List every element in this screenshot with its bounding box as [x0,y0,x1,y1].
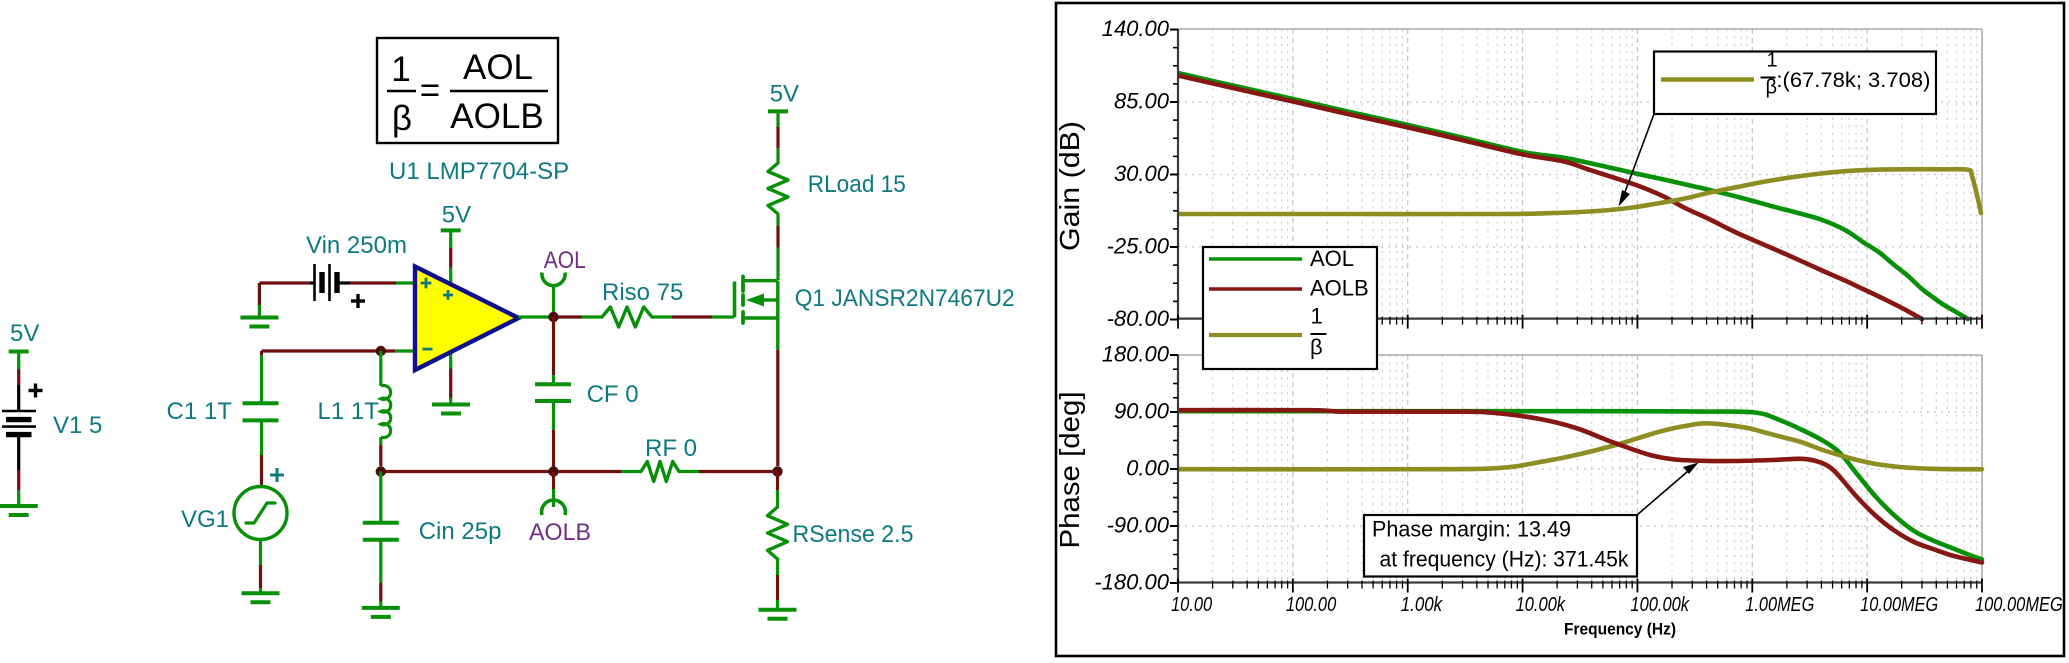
svg-text:Riso 75: Riso 75 [602,279,683,306]
svg-text:=: = [420,71,440,110]
svg-text:CF 0: CF 0 [587,381,639,408]
svg-text:100.00k: 100.00k [1630,594,1689,616]
svg-text:10.00: 10.00 [1171,594,1212,616]
svg-text:10.00k: 10.00k [1516,594,1566,616]
svg-text:AOL: AOL [544,247,586,274]
svg-text:5V: 5V [442,202,471,229]
svg-text:β: β [1766,77,1778,99]
svg-text:U1 LMP7704-SP: U1 LMP7704-SP [389,158,569,185]
svg-text:β: β [1310,335,1323,360]
svg-text:85.00: 85.00 [1114,89,1170,114]
svg-text:Q1 JANSR2N7467U2: Q1 JANSR2N7467U2 [795,285,1015,312]
svg-text:Phase margin: 13.49: Phase margin: 13.49 [1372,517,1571,542]
svg-text:AOL: AOL [1310,246,1354,271]
svg-text:RF 0: RF 0 [645,435,697,462]
svg-text:1: 1 [1767,50,1778,72]
svg-text::(67.78k; 3.708): :(67.78k; 3.708) [1776,69,1930,92]
svg-text:1.00k: 1.00k [1401,594,1443,616]
svg-text:Cin 25p: Cin 25p [419,518,502,545]
svg-text:RSense 2.5: RSense 2.5 [793,521,914,548]
svg-text:-180.00: -180.00 [1094,570,1169,595]
svg-text:140.00: 140.00 [1102,16,1170,41]
svg-text:30.00: 30.00 [1114,161,1170,186]
svg-text:-80.00: -80.00 [1107,306,1170,331]
svg-text:AOLB: AOLB [529,519,591,546]
svg-text:5V: 5V [10,320,39,347]
svg-text:Vin 250m: Vin 250m [306,232,407,259]
svg-text:-90.00: -90.00 [1107,513,1170,538]
svg-text:-25.00: -25.00 [1107,234,1170,259]
svg-text:β: β [392,99,412,138]
svg-text:180.00: 180.00 [1102,342,1170,367]
svg-text:5V: 5V [770,81,799,108]
svg-text:AOLB: AOLB [450,97,543,136]
svg-text:90.00: 90.00 [1114,399,1170,424]
svg-text:Phase [deg]: Phase [deg] [1054,392,1085,549]
svg-text:VG1: VG1 [181,506,229,533]
svg-text:Gain (dB): Gain (dB) [1054,121,1085,251]
svg-text:10.00MEG: 10.00MEG [1860,594,1938,616]
svg-text:L1 1T: L1 1T [318,398,380,425]
svg-text:100.00MEG: 100.00MEG [1975,594,2063,616]
svg-text:at frequency (Hz): 371.45k: at frequency (Hz): 371.45k [1380,547,1630,572]
svg-text:1: 1 [391,50,410,89]
svg-text:Frequency (Hz): Frequency (Hz) [1564,620,1676,639]
svg-text:AOLB: AOLB [1310,276,1369,301]
svg-text:0.00: 0.00 [1126,456,1170,481]
svg-text:C1 1T: C1 1T [167,398,233,425]
svg-text:AOL: AOL [463,48,533,87]
svg-text:1.00MEG: 1.00MEG [1745,594,1814,616]
svg-text:RLoad 15: RLoad 15 [808,171,906,198]
svg-text:1: 1 [1311,304,1323,329]
svg-text:V1 5: V1 5 [53,412,102,439]
svg-text:100.00: 100.00 [1286,594,1336,616]
